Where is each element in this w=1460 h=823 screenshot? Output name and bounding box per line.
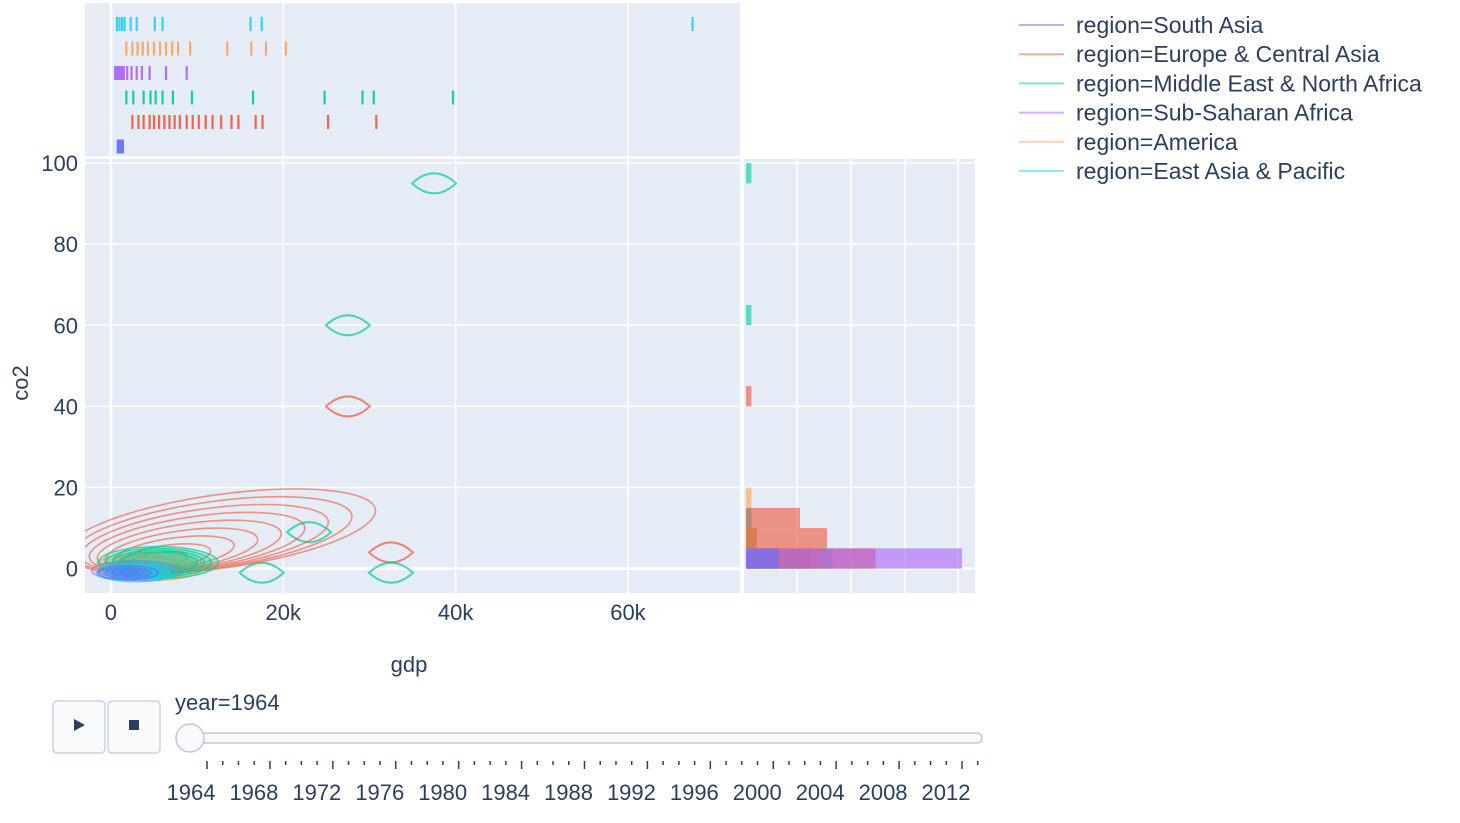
density-contour — [111, 568, 145, 577]
x-tick-label: 0 — [105, 600, 117, 625]
density-contour — [324, 314, 372, 337]
histogram-bar — [746, 507, 800, 529]
density-contour — [285, 521, 333, 544]
legend-item-label: region=Europe & Central Asia — [1076, 41, 1380, 67]
slider-year-label: 1972 — [292, 780, 341, 805]
legend-item-label: region=Sub-Saharan Africa — [1076, 100, 1353, 126]
histogram-bar — [746, 548, 779, 569]
slider-year-label: 2000 — [733, 780, 782, 805]
slider-year-label: 2008 — [859, 780, 908, 805]
slider-year-label: 1976 — [355, 780, 404, 805]
rug-layer — [114, 17, 694, 154]
x-tick-label: 20k — [265, 600, 301, 625]
main-plot-background — [85, 159, 740, 593]
histogram-bar — [746, 163, 752, 184]
density-contour — [85, 503, 330, 574]
y-axis-title: co2 — [8, 365, 33, 400]
density-contour — [85, 488, 377, 575]
slider-year-label: 2012 — [922, 780, 971, 805]
slider-current-label: year=1964 — [175, 690, 280, 715]
y-tick-label: 20 — [54, 476, 78, 501]
stop-button[interactable] — [107, 700, 161, 754]
histogram-bar — [746, 548, 962, 569]
legend-item-label: region=South Asia — [1076, 12, 1264, 38]
slider-year-label: 1988 — [544, 780, 593, 805]
y-tick-label: 80 — [54, 232, 78, 257]
histogram-bar — [746, 487, 752, 508]
slider-handle[interactable] — [175, 723, 205, 753]
slider-year-label: 1984 — [481, 780, 530, 805]
slider-year-label: 1996 — [670, 780, 719, 805]
histogram-layer — [746, 163, 962, 569]
legend-item-label: region=Middle East & North Africa — [1076, 70, 1422, 96]
x-axis-title: gdp — [391, 652, 428, 677]
y-tick-label: 0 — [66, 557, 78, 582]
legend-item-label: region=East Asia & Pacific — [1076, 158, 1345, 184]
x-tick-label: 40k — [438, 600, 474, 625]
density-contour — [367, 541, 415, 564]
slider-year-label: 1968 — [229, 780, 278, 805]
density-contour — [85, 495, 353, 575]
y-tick-label: 40 — [54, 394, 78, 419]
density-contour — [324, 395, 372, 418]
slider-year-label: 1980 — [418, 780, 467, 805]
play-button[interactable] — [52, 700, 106, 754]
x-tick-label: 60k — [610, 600, 646, 625]
slider-rail[interactable] — [189, 732, 983, 744]
play-icon — [74, 719, 85, 731]
y-tick-label: 60 — [54, 313, 78, 338]
legend: region=South Asia region=Europe & Central… — [1019, 12, 1422, 184]
histogram-bar — [746, 528, 827, 549]
stop-icon — [129, 720, 139, 730]
histogram-bar — [746, 305, 752, 326]
density-contour — [238, 561, 286, 584]
slider-year-label: 2004 — [796, 780, 845, 805]
slider-year-label: 1992 — [607, 780, 656, 805]
density-contour — [118, 570, 138, 576]
tick-labels: 0 20k 40k 60k 0 20 40 60 80 100 — [41, 151, 646, 625]
slider-ticks: 1964 1968 1972 1976 1980 1984 1988 1992 1996 2000… — [167, 761, 979, 805]
histogram-bar — [746, 386, 752, 407]
slider-year-label: 1964 — [167, 780, 216, 805]
rug-plot-background — [85, 3, 740, 156]
contour-layer — [85, 172, 458, 584]
y-tick-label: 100 — [41, 151, 78, 176]
legend-item-label: region=America — [1076, 129, 1238, 155]
density-contour — [410, 172, 458, 195]
density-contour — [367, 561, 415, 584]
